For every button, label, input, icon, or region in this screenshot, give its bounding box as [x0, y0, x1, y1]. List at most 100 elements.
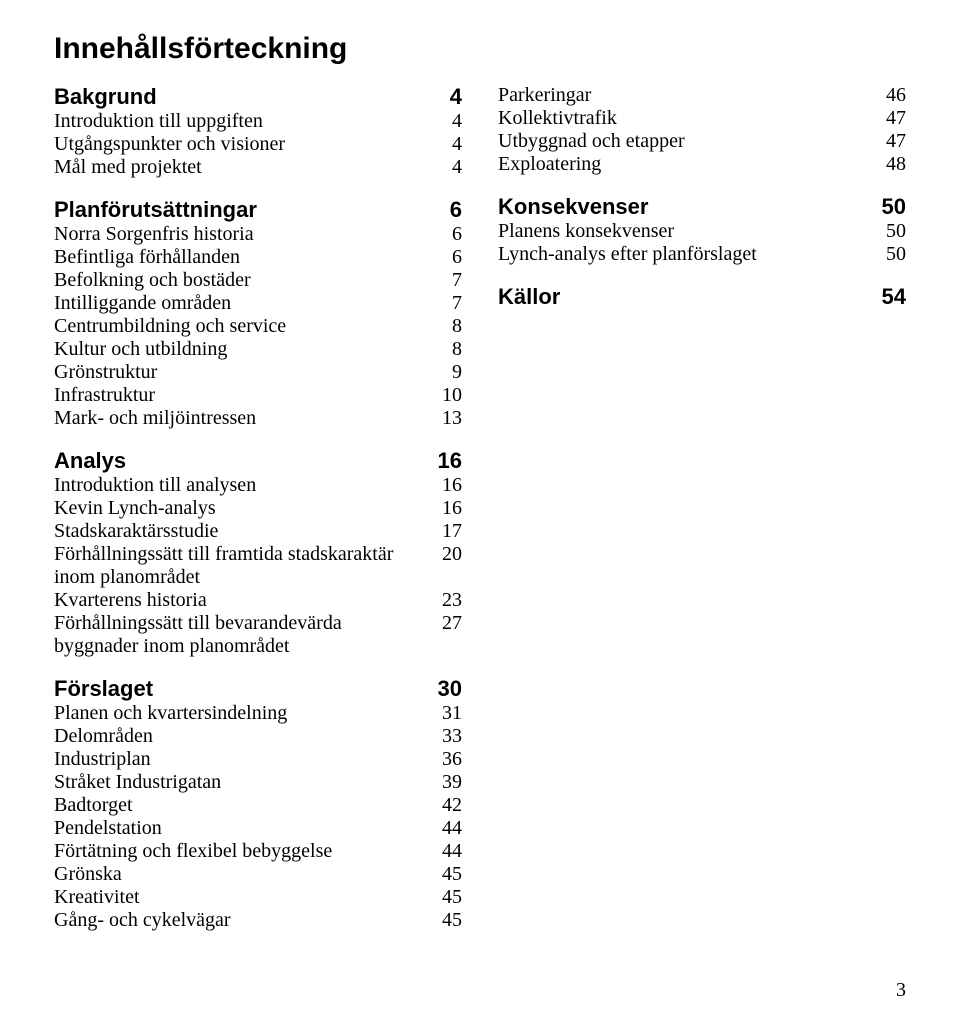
toc-heading-row: Planförutsättningar6	[54, 197, 462, 223]
toc-column-right: Parkeringar46Kollektivtrafik47Utbyggnad …	[498, 84, 906, 950]
toc-entry-page: 8	[434, 338, 462, 361]
toc-entry-row: Stadskaraktärsstudie17	[54, 520, 462, 543]
toc-entry-label: Förtätning och flexibel bebyggelse	[54, 840, 434, 863]
toc-entry-label: Stråket Industrigatan	[54, 771, 434, 794]
toc-section: Bakgrund4Introduktion till uppgiften4Utg…	[54, 84, 462, 179]
toc-heading-page: 4	[434, 84, 462, 110]
toc-entry-page: 23	[434, 589, 462, 612]
toc-entry-row: Befintliga förhållanden6	[54, 246, 462, 269]
toc-heading-page: 50	[878, 194, 906, 220]
toc-entry-page: 33	[434, 725, 462, 748]
page-number: 3	[896, 979, 906, 1002]
toc-entry-label: Förhållningssätt till framtida stadskara…	[54, 543, 434, 589]
toc-entry-label: Befintliga förhållanden	[54, 246, 434, 269]
toc-heading-page: 30	[434, 676, 462, 702]
toc-entry-label: Pendelstation	[54, 817, 434, 840]
toc-section: Förslaget30Planen och kvartersindelning3…	[54, 676, 462, 932]
toc-section: Planförutsättningar6Norra Sorgenfris his…	[54, 197, 462, 430]
toc-entry-row: Utbyggnad och etapper47	[498, 130, 906, 153]
toc-entry-row: Förtätning och flexibel bebyggelse44	[54, 840, 462, 863]
toc-entry-row: Mål med projektet4	[54, 156, 462, 179]
toc-entry-page: 7	[434, 269, 462, 292]
toc-entry-page: 50	[878, 243, 906, 266]
toc-heading-label: Förslaget	[54, 676, 434, 702]
toc-entry-label: Grönska	[54, 863, 434, 886]
toc-entry-label: Parkeringar	[498, 84, 878, 107]
toc-entry-label: Intilliggande områden	[54, 292, 434, 315]
toc-entry-row: Kevin Lynch-analys16	[54, 497, 462, 520]
toc-entry-row: Parkeringar46	[498, 84, 906, 107]
toc-section: Konsekvenser50Planens konsekvenser50Lync…	[498, 194, 906, 266]
toc-entry-row: Grönstruktur9	[54, 361, 462, 384]
toc-entry-row: Delområden33	[54, 725, 462, 748]
toc-entry-row: Kvarterens historia23	[54, 589, 462, 612]
toc-entry-row: Badtorget42	[54, 794, 462, 817]
toc-entry-label: Utgångspunkter och visioner	[54, 133, 434, 156]
toc-entry-page: 16	[434, 474, 462, 497]
toc-entry-label: Badtorget	[54, 794, 434, 817]
toc-entry-label: Industriplan	[54, 748, 434, 771]
toc-entry-label: Mål med projektet	[54, 156, 434, 179]
toc-entry-page: 47	[878, 130, 906, 153]
toc-entry-row: Befolkning och bostäder7	[54, 269, 462, 292]
toc-entry-label: Lynch-analys efter planförslaget	[498, 243, 878, 266]
toc-entry-row: Stråket Industrigatan39	[54, 771, 462, 794]
toc-title: Innehållsförteckning	[54, 32, 906, 66]
toc-entry-page: 45	[434, 886, 462, 909]
toc-entry-page: 13	[434, 407, 462, 430]
toc-entry-label: Introduktion till analysen	[54, 474, 434, 497]
toc-entry-row: Norra Sorgenfris historia6	[54, 223, 462, 246]
toc-entry-row: Kollektivtrafik47	[498, 107, 906, 130]
toc-column-left: Bakgrund4Introduktion till uppgiften4Utg…	[54, 84, 462, 950]
toc-entry-row: Kultur och utbildning8	[54, 338, 462, 361]
toc-entry-row: Gång- och cykelvägar45	[54, 909, 462, 932]
toc-heading-label: Planförutsättningar	[54, 197, 434, 223]
toc-heading-label: Källor	[498, 284, 878, 310]
toc-entry-row: Centrumbildning och service8	[54, 315, 462, 338]
toc-entry-page: 27	[434, 612, 462, 635]
toc-entry-page: 31	[434, 702, 462, 725]
toc-entry-page: 39	[434, 771, 462, 794]
toc-entry-row: Lynch-analys efter planförslaget50	[498, 243, 906, 266]
toc-entry-page: 6	[434, 223, 462, 246]
toc-entry-page: 10	[434, 384, 462, 407]
toc-entry-label: Befolkning och bostäder	[54, 269, 434, 292]
toc-entry-row: Infrastruktur10	[54, 384, 462, 407]
toc-entry-label: Kultur och utbildning	[54, 338, 434, 361]
toc-entry-row: Kreativitet45	[54, 886, 462, 909]
toc-entry-row: Introduktion till uppgiften4	[54, 110, 462, 133]
toc-entry-label: Centrumbildning och service	[54, 315, 434, 338]
toc-section: Analys16Introduktion till analysen16Kevi…	[54, 448, 462, 658]
toc-entry-label: Planens konsekvenser	[498, 220, 878, 243]
toc-entry-page: 46	[878, 84, 906, 107]
toc-entry-label: Stadskaraktärsstudie	[54, 520, 434, 543]
toc-entry-row: Intilliggande områden7	[54, 292, 462, 315]
toc-heading-page: 16	[434, 448, 462, 474]
toc-entry-page: 4	[434, 133, 462, 156]
toc-entry-page: 9	[434, 361, 462, 384]
toc-entry-page: 6	[434, 246, 462, 269]
toc-entry-page: 47	[878, 107, 906, 130]
toc-entry-label: Gång- och cykelvägar	[54, 909, 434, 932]
toc-heading-row: Konsekvenser50	[498, 194, 906, 220]
toc-entry-row: Mark- och miljöintressen13	[54, 407, 462, 430]
toc-entry-page: 50	[878, 220, 906, 243]
toc-entry-row: Pendelstation44	[54, 817, 462, 840]
toc-entry-row: Planens konsekvenser50	[498, 220, 906, 243]
toc-heading-page: 6	[434, 197, 462, 223]
toc-entry-row: Grönska45	[54, 863, 462, 886]
toc-entry-row: Exploatering48	[498, 153, 906, 176]
toc-entry-row: Planen och kvartersindelning31	[54, 702, 462, 725]
toc-section: Källor54	[498, 284, 906, 310]
toc-entry-label: Kvarterens historia	[54, 589, 434, 612]
toc-entry-row: Förhållningssätt till framtida stadskara…	[54, 543, 462, 589]
toc-entry-label: Infrastruktur	[54, 384, 434, 407]
toc-entry-label: Kollektivtrafik	[498, 107, 878, 130]
toc-entry-label: Kreativitet	[54, 886, 434, 909]
toc-entry-label: Introduktion till uppgiften	[54, 110, 434, 133]
toc-entry-label: Norra Sorgenfris historia	[54, 223, 434, 246]
toc-entry-row: Introduktion till analysen16	[54, 474, 462, 497]
toc-entry-page: 17	[434, 520, 462, 543]
toc-entry-page: 36	[434, 748, 462, 771]
toc-heading-row: Bakgrund4	[54, 84, 462, 110]
